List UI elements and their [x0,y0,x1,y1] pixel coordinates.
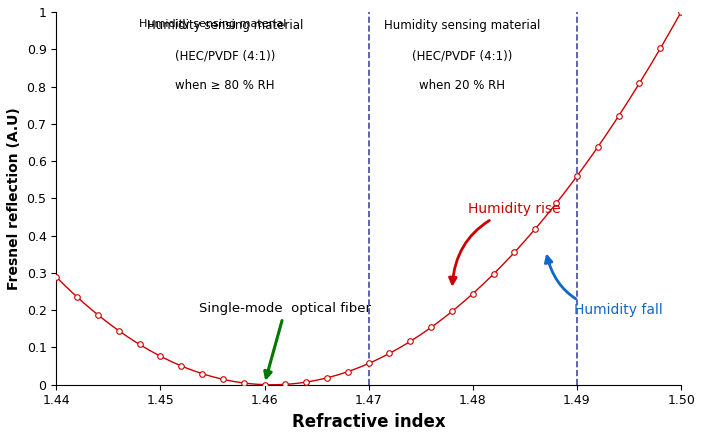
Text: (HEC/PVDF (4:1)): (HEC/PVDF (4:1)) [175,49,275,62]
Y-axis label: Fresnel reflection (A.U): Fresnel reflection (A.U) [7,107,21,290]
Text: Humidity sensing material: Humidity sensing material [139,19,286,29]
Text: (HEC/PVDF (4:1)): (HEC/PVDF (4:1)) [412,49,512,62]
X-axis label: Refractive index: Refractive index [292,413,446,431]
Text: Humidity sensing material: Humidity sensing material [384,19,541,32]
Text: Humidity sensing material: Humidity sensing material [147,19,303,32]
Text: when 20 % RH: when 20 % RH [419,79,505,92]
Text: Single-mode  optical fiber: Single-mode optical fiber [199,302,371,378]
Text: when ≥ 80 % RH: when ≥ 80 % RH [176,79,274,92]
Text: Humidity fall: Humidity fall [545,256,663,317]
Text: Humidity rise: Humidity rise [449,202,561,284]
